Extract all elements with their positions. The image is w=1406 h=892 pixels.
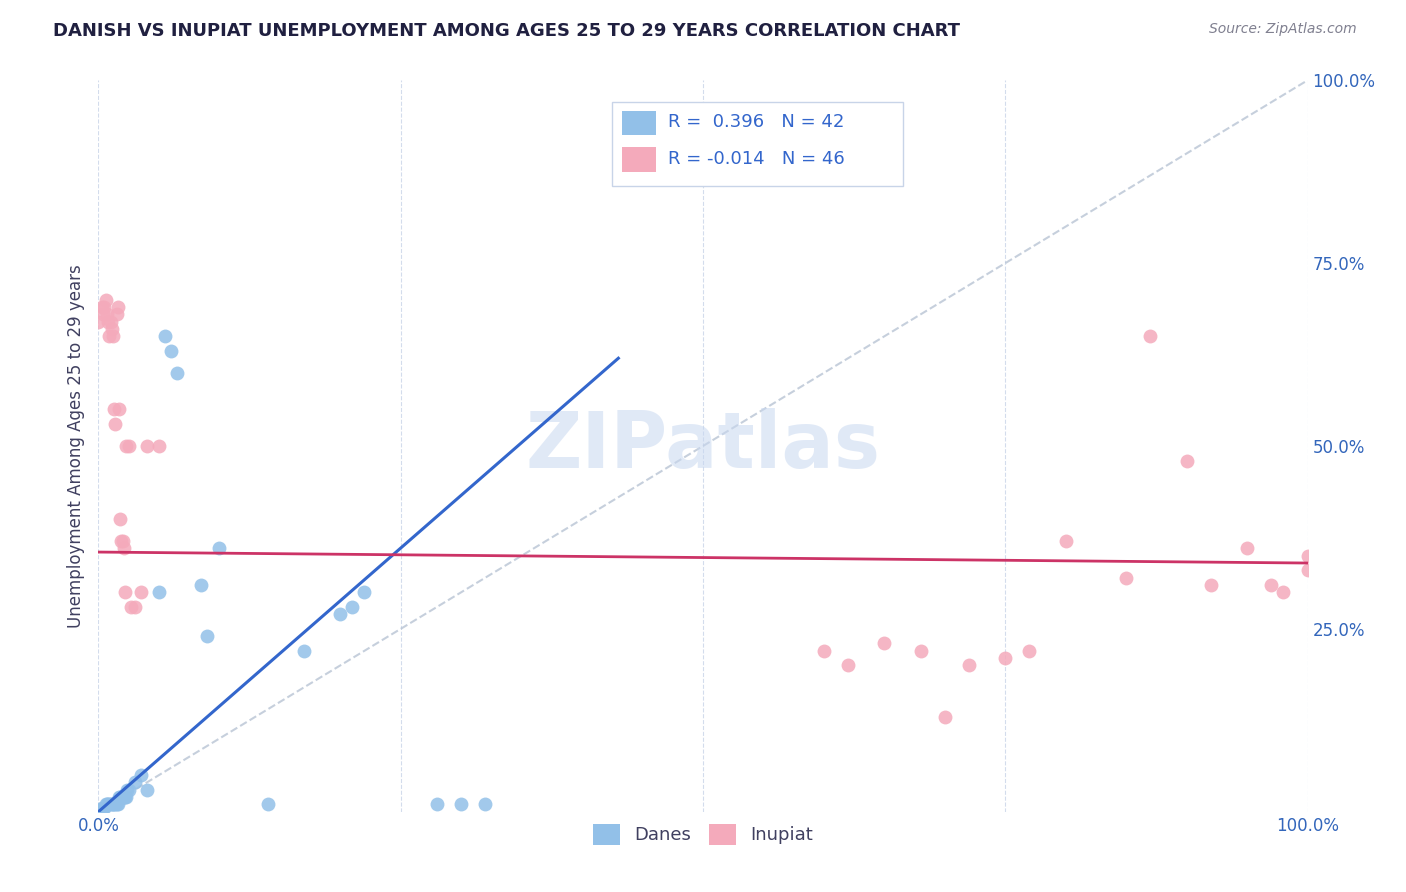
Point xyxy=(426,797,449,812)
Point xyxy=(160,343,183,358)
Point xyxy=(94,293,117,307)
Point xyxy=(93,801,115,815)
Point xyxy=(87,805,110,819)
Point xyxy=(104,417,127,431)
Point xyxy=(1115,571,1137,585)
Point xyxy=(112,541,135,556)
Point xyxy=(111,534,134,549)
Point xyxy=(813,644,835,658)
Point xyxy=(124,599,146,614)
Y-axis label: Unemployment Among Ages 25 to 29 years: Unemployment Among Ages 25 to 29 years xyxy=(66,264,84,628)
Point xyxy=(96,307,118,321)
Point xyxy=(1054,534,1077,549)
Point xyxy=(110,790,132,805)
Point xyxy=(135,439,157,453)
Point xyxy=(1260,578,1282,592)
Point xyxy=(117,782,139,797)
Point xyxy=(97,315,120,329)
Point xyxy=(98,797,121,812)
Point xyxy=(450,797,472,812)
FancyBboxPatch shape xyxy=(621,147,655,171)
Point xyxy=(104,797,127,812)
Point xyxy=(474,797,496,812)
Text: DANISH VS INUPIAT UNEMPLOYMENT AMONG AGES 25 TO 29 YEARS CORRELATION CHART: DANISH VS INUPIAT UNEMPLOYMENT AMONG AGE… xyxy=(53,22,960,40)
Point xyxy=(118,439,141,453)
Point xyxy=(98,329,121,343)
Point xyxy=(108,402,131,417)
Point xyxy=(91,307,114,321)
Point xyxy=(91,300,114,314)
Point xyxy=(110,534,132,549)
Point xyxy=(129,768,152,782)
Point xyxy=(190,578,212,592)
Point xyxy=(353,585,375,599)
Point xyxy=(114,790,136,805)
Point xyxy=(100,797,122,812)
Point xyxy=(195,629,218,643)
Point xyxy=(1199,578,1222,592)
Point xyxy=(94,797,117,812)
Point xyxy=(329,607,352,622)
Point xyxy=(120,599,142,614)
Point xyxy=(105,307,128,321)
Point xyxy=(1272,585,1295,599)
Point xyxy=(100,315,122,329)
Point xyxy=(105,797,128,812)
Point xyxy=(342,599,364,614)
Point xyxy=(1018,644,1040,658)
Point xyxy=(148,439,170,453)
Text: R = -0.014   N = 46: R = -0.014 N = 46 xyxy=(668,150,845,168)
Point xyxy=(208,541,231,556)
Point xyxy=(115,439,138,453)
Point xyxy=(97,797,120,812)
Point xyxy=(166,366,188,380)
Point xyxy=(103,797,125,812)
Point xyxy=(1236,541,1258,556)
Point xyxy=(100,797,122,812)
Point xyxy=(100,322,122,336)
Text: Source: ZipAtlas.com: Source: ZipAtlas.com xyxy=(1209,22,1357,37)
Point xyxy=(153,329,176,343)
Point xyxy=(91,801,114,815)
Point xyxy=(93,300,115,314)
Point xyxy=(148,585,170,599)
Legend: Danes, Inupiat: Danes, Inupiat xyxy=(583,815,823,854)
Point xyxy=(91,801,114,815)
Point xyxy=(112,790,135,805)
Point xyxy=(87,315,110,329)
Point xyxy=(1296,549,1319,563)
Point xyxy=(837,658,859,673)
FancyBboxPatch shape xyxy=(613,103,903,186)
Point xyxy=(101,329,124,343)
Point xyxy=(107,300,129,314)
Point xyxy=(111,790,134,805)
FancyBboxPatch shape xyxy=(621,111,655,136)
Point xyxy=(108,512,131,526)
Point xyxy=(103,402,125,417)
Point xyxy=(1296,563,1319,577)
Point xyxy=(1139,329,1161,343)
Point xyxy=(108,790,131,805)
Point xyxy=(1175,453,1198,467)
Point xyxy=(124,775,146,789)
Point xyxy=(96,797,118,812)
Point xyxy=(910,644,932,658)
Point xyxy=(101,797,124,812)
Point xyxy=(115,790,138,805)
Point xyxy=(292,644,315,658)
Text: ZIPatlas: ZIPatlas xyxy=(526,408,880,484)
Point xyxy=(114,585,136,599)
Point xyxy=(118,782,141,797)
Point xyxy=(129,585,152,599)
Point xyxy=(873,636,896,650)
Point xyxy=(108,790,131,805)
Point xyxy=(107,797,129,812)
Point xyxy=(135,782,157,797)
Text: R =  0.396   N = 42: R = 0.396 N = 42 xyxy=(668,113,845,131)
Point xyxy=(994,651,1017,665)
Point xyxy=(957,658,980,673)
Point xyxy=(256,797,278,812)
Point xyxy=(934,709,956,723)
